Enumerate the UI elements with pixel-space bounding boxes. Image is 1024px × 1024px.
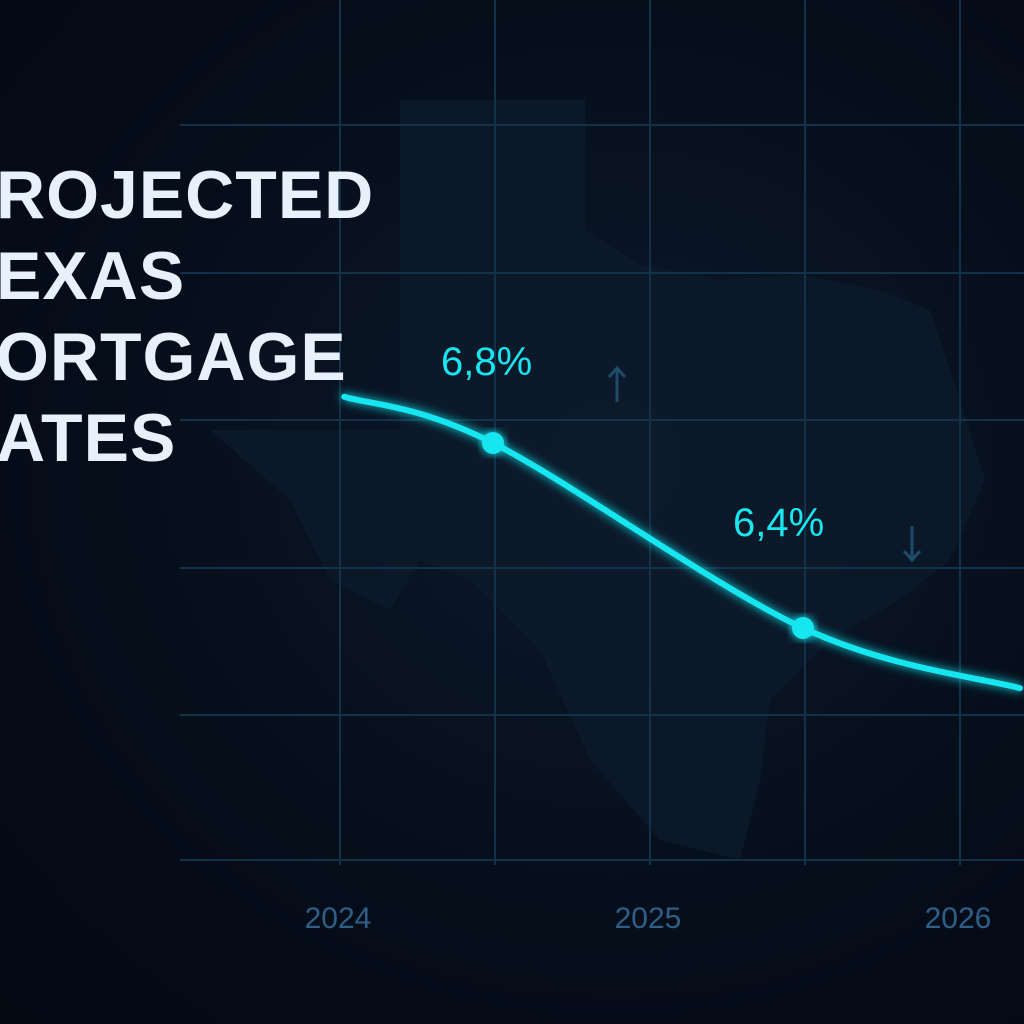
data-point (482, 432, 504, 454)
title-line: ATES (0, 400, 177, 476)
arrow-path (902, 526, 922, 563)
chart-title: ROJECTED EXAS ORTGAGE ATES (0, 155, 374, 479)
title-line: ORTGAGE (0, 319, 347, 395)
arrow-down-icon (902, 526, 922, 563)
x-tick-label: 2025 (615, 902, 682, 935)
data-point (792, 617, 814, 639)
arrow-up-icon (607, 365, 627, 402)
title-line: EXAS (0, 238, 186, 314)
title-line: ROJECTED (0, 157, 375, 233)
data-label: 6,8% (441, 340, 532, 384)
arrow-path (607, 365, 627, 402)
x-tick-label: 2024 (305, 902, 372, 935)
series-line (341, 393, 1023, 692)
texas-silhouette (210, 100, 985, 860)
data-label: 6,4% (733, 501, 824, 545)
x-tick-label: 2026 (925, 902, 992, 935)
